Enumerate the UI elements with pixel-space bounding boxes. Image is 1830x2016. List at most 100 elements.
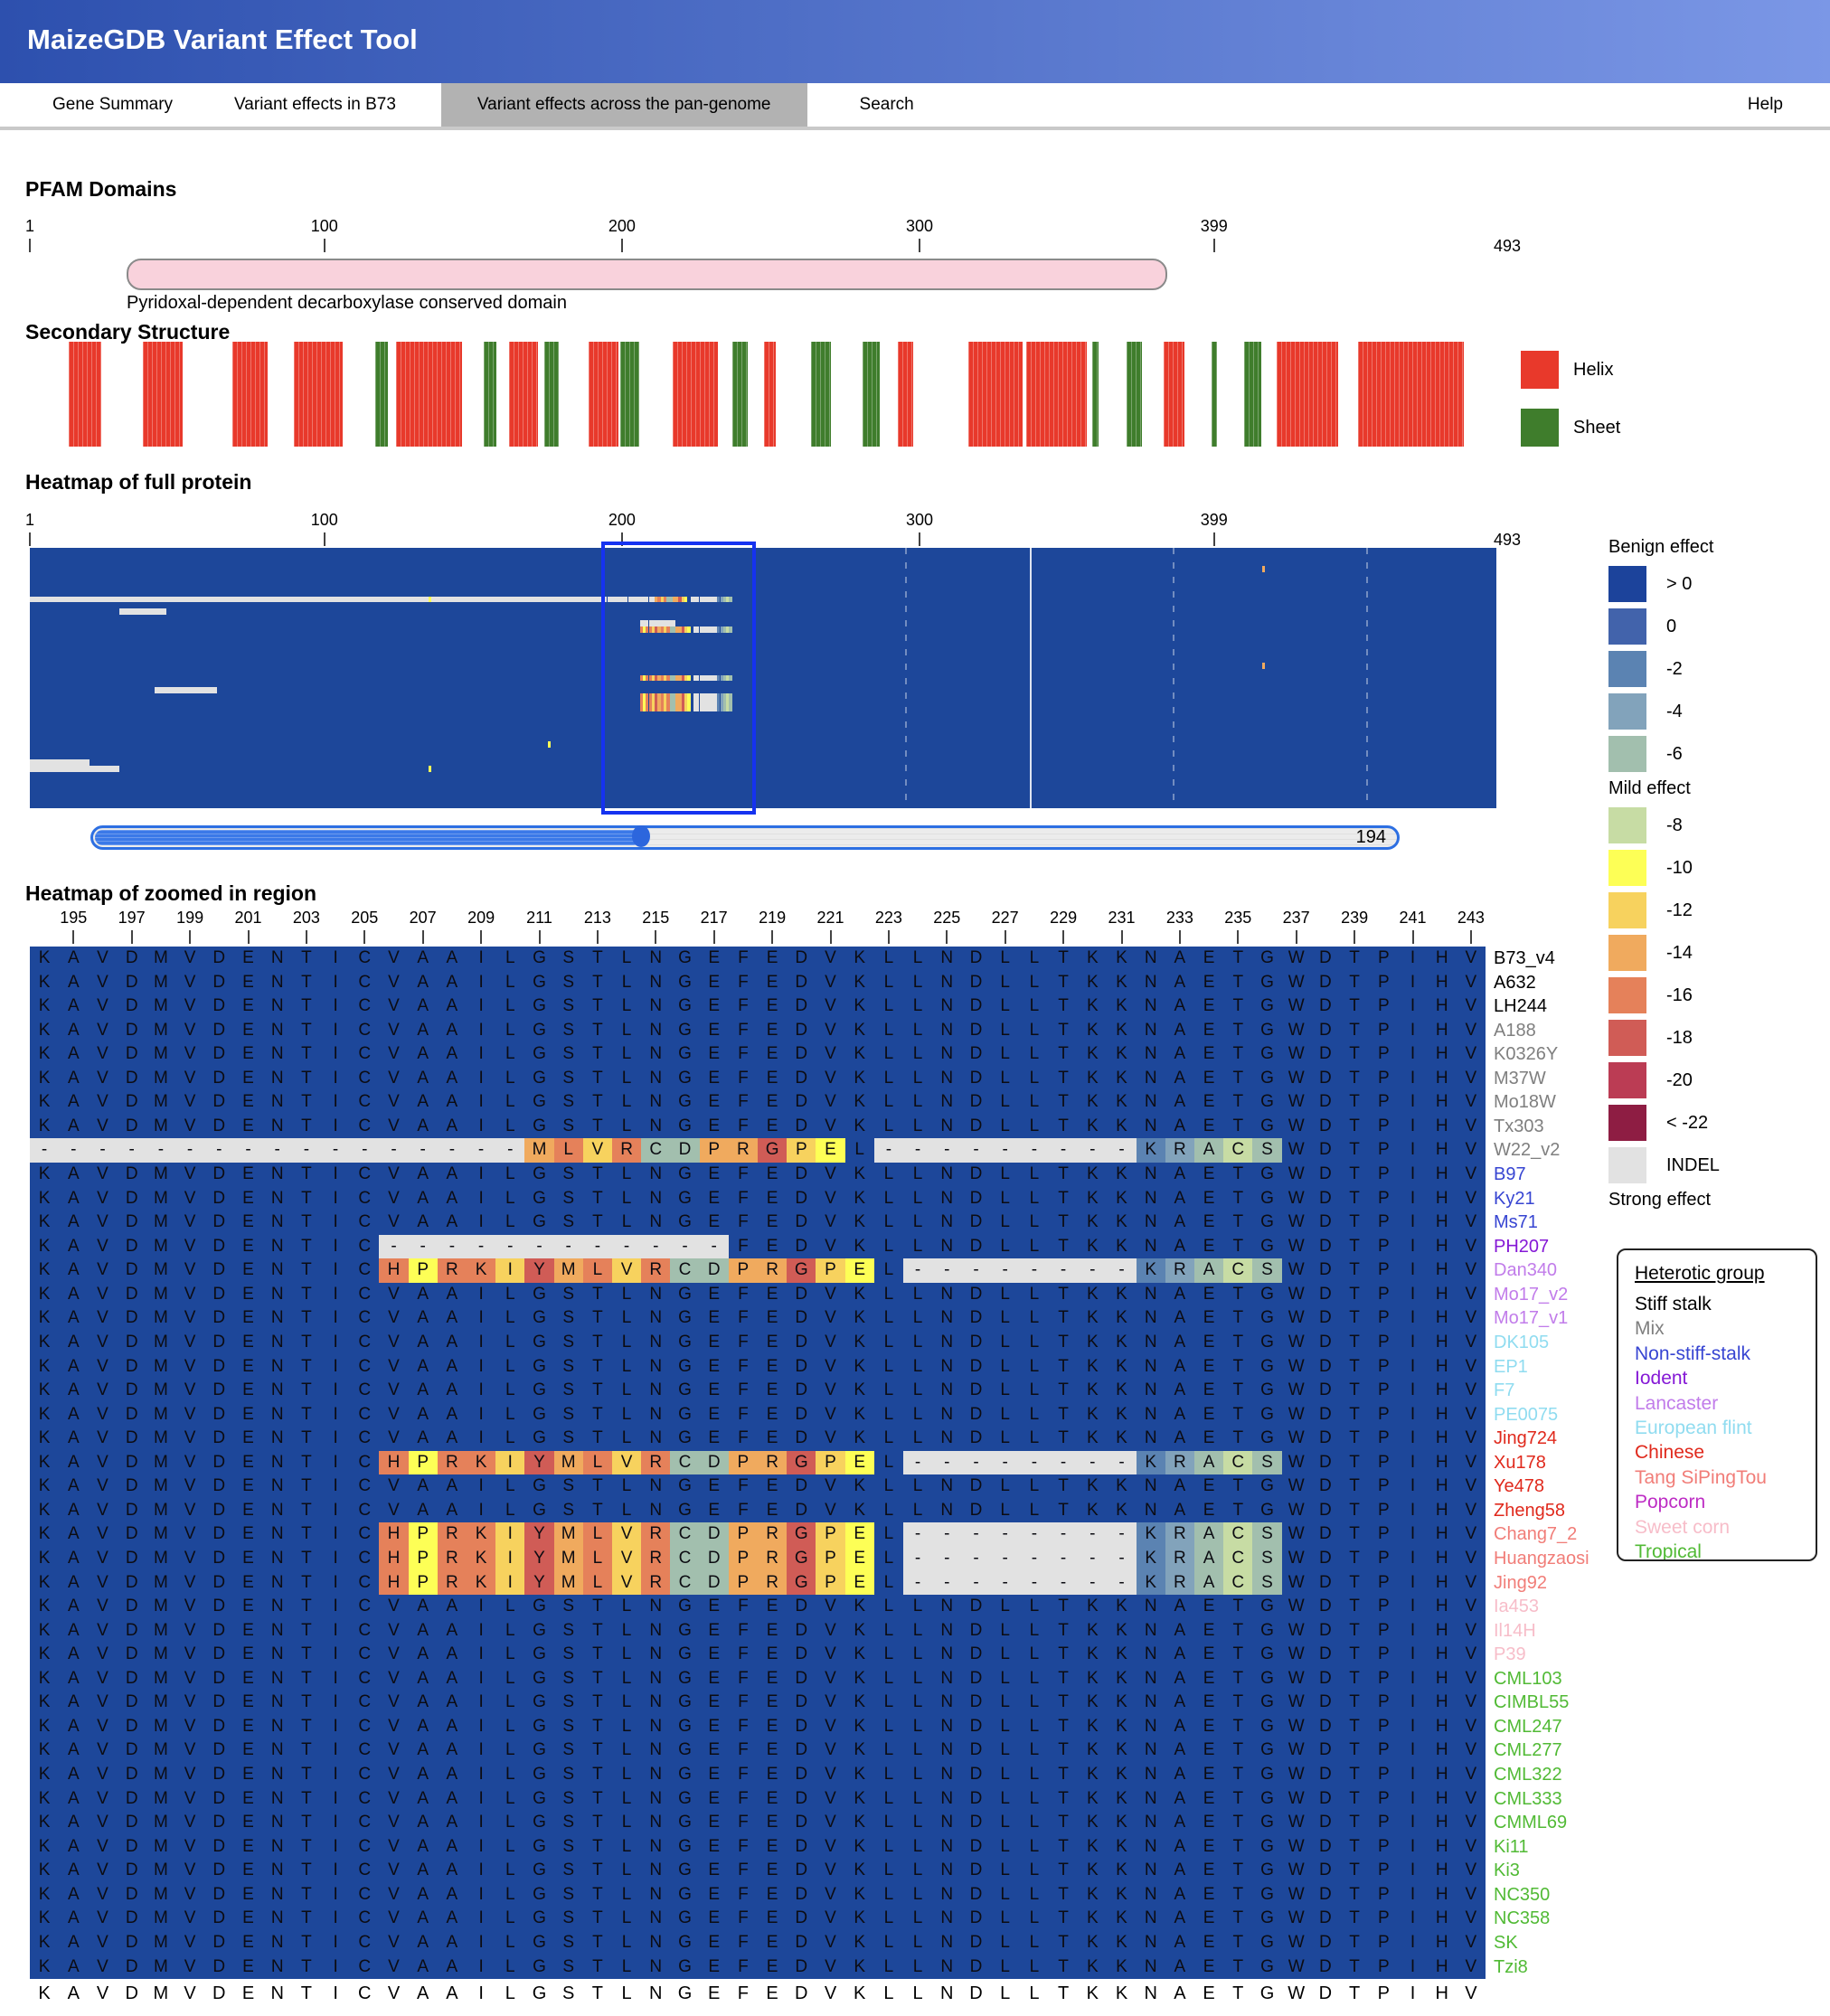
tab-variant-effects-across-the-pan-genome[interactable]: Variant effects across the pan-genome [440,83,807,127]
aa-cell: T [301,1956,312,1976]
aa-cell: K [1086,1908,1099,1928]
aa-cell: D [125,1452,138,1472]
aa-cell: I [333,1692,338,1712]
aa-cell: - [990,1450,1020,1475]
aa-cell: M [153,1356,168,1376]
aa-cell: T [301,1788,312,1808]
aa-cell: L [621,1861,632,1880]
aa-cell: S [562,1644,575,1664]
aa-cell: K [854,1116,866,1135]
aa-cell: V [184,1380,196,1400]
aa-cell: E [766,1740,778,1760]
aa-cell: V [825,1284,836,1304]
tab-help[interactable]: Help [1747,95,1783,114]
aa-cell: E [766,1932,778,1952]
aa-cell: P [1377,1044,1390,1064]
aa-cell: T [1232,1188,1244,1208]
aa-cell: I [478,1644,484,1664]
aa-cell: I [1410,1356,1416,1376]
aa-cell: L [912,1284,923,1304]
aa-cell: V [184,1836,196,1856]
aa-cell: V [825,948,836,967]
position-label-207: 207 [409,909,437,927]
aa-cell: N [649,1908,663,1928]
aa-cell: C [358,1452,372,1472]
aa-cell: E [844,1522,874,1547]
zoom-selection-rectangle[interactable] [601,542,756,815]
aa-cell: L [1029,1740,1040,1760]
aa-cell: K [38,1116,51,1135]
aa-cell: V [825,1716,836,1736]
aa-cell: L [582,1450,612,1475]
aa-cell: G [533,1500,546,1520]
slider-knob[interactable] [631,825,650,847]
aa-cell: D [1319,1212,1332,1232]
aa-cell: V [1465,1116,1477,1135]
aa-cell: A [67,1740,80,1760]
aa-cell: S [562,1813,575,1832]
aa-cell: N [1144,1620,1157,1640]
aa-cell: N [940,1788,954,1808]
aa-cell: D [969,1308,983,1328]
row-label-chang7-2: Chang7_2 [1494,1524,1578,1545]
row-label-dan340: Dan340 [1494,1260,1558,1281]
aa-cell: P [728,1258,758,1283]
aa-cell: A [417,1020,429,1040]
aa-cell: F [738,1668,749,1688]
aa-cell: D [1319,1740,1332,1760]
aa-cell: - [1019,1570,1049,1596]
aa-cell: G [1260,948,1274,967]
aa-cell: V [184,1716,196,1736]
tab-variant-effects-in-b73[interactable]: Variant effects in B73 [234,95,396,114]
aa-cell: C [358,1116,372,1135]
aa-cell: T [1058,1068,1069,1088]
region-slider[interactable]: 194 [90,825,1400,850]
aa-cell: L [505,1404,515,1424]
aa-cell: H [1435,1188,1448,1208]
aa-cell: T [592,948,603,967]
aa-cell: I [333,1668,338,1688]
aa-cell: G [533,1765,546,1785]
aa-cell: T [1349,1380,1360,1400]
aa-cell: L [912,1788,923,1808]
aa-cell: T [592,1068,603,1088]
aa-cell: V [97,1164,108,1184]
aa-cell: F [738,1236,749,1256]
tab-search[interactable]: Search [859,95,914,114]
aa-cell: A [1174,1597,1186,1616]
consensus-cell: D [795,1983,808,2003]
aa-cell: K [854,972,866,992]
aa-cell: V [184,1164,196,1184]
full-protein-heatmap[interactable] [30,548,1496,808]
aa-cell: T [301,1068,312,1088]
aa-cell: H [1435,972,1448,992]
consensus-cell: H [1435,1983,1448,2003]
position-label-217: 217 [700,909,728,927]
aa-cell: E [1203,1861,1215,1880]
aa-cell: T [301,1188,312,1208]
aa-cell: S [562,1740,575,1760]
aa-cell: L [505,1644,515,1664]
aa-cell: H [379,1522,409,1547]
position-tick-215 [655,930,657,944]
aa-cell: T [301,1092,312,1112]
aa-cell: L [582,1522,612,1547]
aa-cell: C [358,1284,372,1304]
aa-cell: N [270,996,284,1016]
aa-cell: P [408,1450,438,1475]
aa-cell: V [97,1572,108,1592]
aa-cell: N [270,1188,284,1208]
aa-cell: D [795,1308,808,1328]
tab-gene-summary[interactable]: Gene Summary [52,95,174,114]
aa-cell: G [678,1932,692,1952]
legend-item-2: -2 [1608,651,1829,687]
scale-label-100: 100 [310,511,338,529]
aa-cell: G [533,1020,546,1040]
aa-cell: N [940,1956,954,1976]
aa-cell: E [1203,1284,1215,1304]
aa-cell: V [825,1044,836,1064]
aa-cell: C [358,1164,372,1184]
